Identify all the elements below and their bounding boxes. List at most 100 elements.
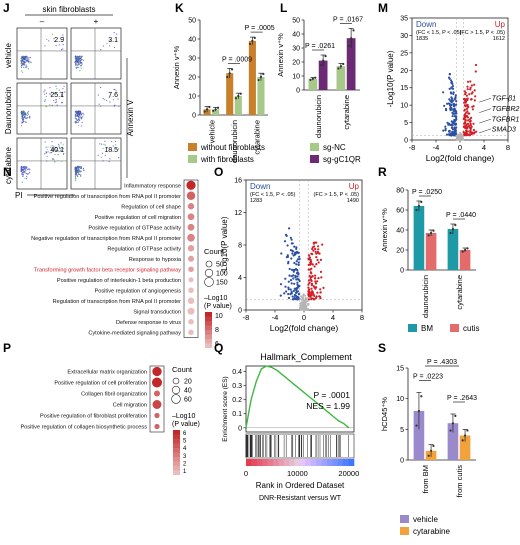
- replicate-point: [427, 234, 430, 237]
- cell-event: [58, 145, 60, 147]
- cell-event: [25, 67, 27, 69]
- replicate-point: [429, 449, 433, 452]
- down-gene-point: [296, 283, 299, 286]
- cell-event: [60, 142, 62, 144]
- cell-event: [59, 91, 61, 93]
- cell-event: [27, 57, 29, 59]
- cell-event: [62, 48, 64, 50]
- y-tick-label: 50: [188, 18, 196, 25]
- cell-event: [108, 96, 110, 98]
- gene-label: TGFBR1: [492, 117, 520, 124]
- term-label: Positive regulation of GTPase activity: [88, 225, 181, 231]
- cell-event: [112, 99, 115, 101]
- up-gene-point: [310, 297, 313, 300]
- replicate-point: [339, 65, 342, 68]
- down-gene-point: [451, 112, 455, 115]
- replicate-point: [239, 92, 242, 95]
- down-gene-point: [298, 255, 301, 258]
- down-gene-point: [295, 260, 298, 263]
- replicate-point: [350, 37, 353, 40]
- cell-event: [24, 177, 26, 180]
- x-tick-label: 0: [244, 469, 248, 478]
- down-gene-point: [453, 122, 456, 125]
- down-gene-point: [289, 293, 292, 296]
- cell-event: [81, 121, 83, 123]
- replicate-point: [226, 75, 229, 79]
- facs-plot-frame: [16, 27, 68, 80]
- gene-callout-line: [479, 97, 492, 103]
- quadrant-percent: 18.5: [104, 147, 118, 154]
- y-tick-label: 20: [400, 68, 408, 75]
- up-gene-point: [314, 280, 317, 283]
- up-gene-point: [473, 83, 476, 86]
- cell-event: [24, 170, 26, 173]
- enrichment-dot: [187, 233, 195, 242]
- rank-gradient-segment: [316, 459, 322, 466]
- replicate-point: [429, 231, 433, 235]
- down-gene-point: [455, 100, 458, 103]
- cell-event: [78, 124, 80, 126]
- cell-event: [80, 170, 82, 172]
- up-gene-point: [308, 288, 311, 291]
- gsea-plot: Hallmark_Complement 0 0.1 0.2 0.3 0.4 P = .000…: [222, 352, 359, 502]
- up-gene-point: [472, 128, 475, 132]
- cell-event: [80, 116, 82, 118]
- up-label: Up: [349, 182, 360, 191]
- up-gene-point: [309, 263, 312, 266]
- up-gene-point: [317, 245, 320, 248]
- cell-event: [78, 168, 80, 170]
- color-legend-swatch: [173, 443, 180, 448]
- x-tick-label: 10000: [287, 469, 308, 478]
- down-gene-point: [287, 296, 291, 300]
- p-value-label: P = .0009: [222, 56, 252, 63]
- p-value-label: P = .0223: [413, 374, 443, 381]
- cell-event: [26, 58, 28, 60]
- cell-event: [106, 43, 108, 45]
- cell-event: [75, 64, 77, 66]
- x-axis-label: PI: [15, 191, 23, 200]
- up-gene-point: [319, 270, 323, 273]
- panel-label-m: M: [378, 1, 388, 15]
- cell-event: [81, 118, 83, 120]
- up-gene-point: [314, 274, 317, 277]
- y-axis-label: Annexin v⁺%: [380, 208, 389, 252]
- down-gene-point: [451, 108, 454, 111]
- cell-event: [62, 153, 64, 155]
- up-gene-point: [469, 80, 472, 83]
- cell-event: [102, 45, 105, 47]
- cell-event: [52, 149, 54, 151]
- cell-event: [44, 153, 46, 155]
- size-legend-dot: [204, 268, 214, 278]
- cell-event: [77, 56, 79, 58]
- annexin-bar-chart-tissue: 0 20 40 60 80 Annexin v⁺% daunorubicin cytarabi…: [380, 188, 479, 334]
- legend-label: cutis: [463, 324, 479, 333]
- cell-event: [44, 100, 46, 102]
- cell-event: [29, 115, 31, 117]
- enrichment-dot: [188, 287, 194, 294]
- cell-event: [79, 62, 81, 65]
- down-gene-point: [291, 268, 294, 271]
- down-gene-point: [295, 247, 298, 250]
- cell-event: [80, 63, 82, 65]
- legend-swatch: [400, 527, 409, 535]
- bar-cutis: [425, 233, 437, 270]
- cell-event: [28, 62, 30, 64]
- enrichment-dot: [186, 180, 196, 190]
- term-label: Positive regulation of collagen biosynth…: [20, 425, 147, 431]
- down-gene-point: [451, 130, 454, 133]
- term-label: Cytokine-mediated signaling pathway: [88, 330, 181, 336]
- rank-gradient-segment: [278, 459, 285, 466]
- cell-event: [57, 154, 59, 156]
- bar-bm: [413, 206, 425, 270]
- down-gene-point: [454, 95, 457, 99]
- x-tick-label: cytarabine: [342, 95, 351, 130]
- color-legend-title: –Log10: [172, 413, 195, 420]
- cell-event: [27, 68, 30, 70]
- panel-label-q: Q: [214, 341, 223, 355]
- replicate-point: [212, 109, 215, 112]
- rank-gradient-segment: [251, 459, 258, 466]
- rank-gradient-segment: [343, 459, 349, 466]
- rank-gradient-segment: [327, 459, 333, 466]
- cell-event: [23, 167, 25, 169]
- replicate-point: [432, 444, 435, 447]
